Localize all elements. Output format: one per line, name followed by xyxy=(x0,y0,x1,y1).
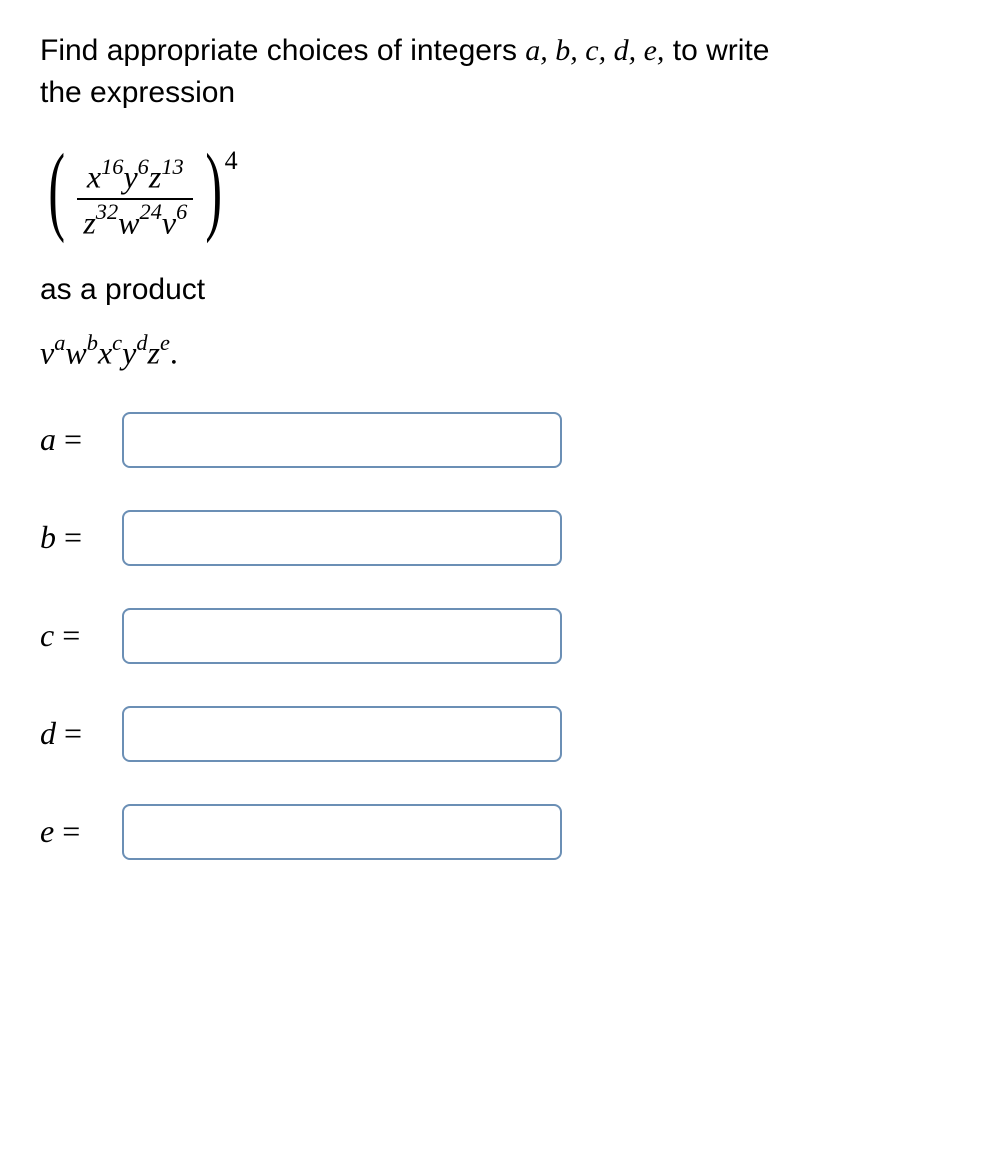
label-d-eq: = xyxy=(64,715,82,752)
label-a-var: a xyxy=(40,421,56,458)
answer-label-b: b = xyxy=(40,519,110,556)
question-text: Find appropriate choices of integers a, … xyxy=(40,30,955,114)
prod-z-base: z xyxy=(148,335,160,371)
answer-label-d: d = xyxy=(40,715,110,752)
label-e-var: e xyxy=(40,813,54,850)
label-e-eq: = xyxy=(62,813,80,850)
den-w-exp: 24 xyxy=(140,199,162,224)
question-line2: the expression xyxy=(40,76,235,109)
prod-y-base: y xyxy=(122,335,136,371)
num-z-base: z xyxy=(149,159,161,195)
den-z-base: z xyxy=(83,204,95,240)
answer-input-c[interactable] xyxy=(122,608,562,664)
question-suffix: to write xyxy=(664,34,769,67)
product-expression: vawbxcydze. xyxy=(40,332,955,372)
answer-row-b: b = xyxy=(40,510,955,566)
answer-label-a: a = xyxy=(40,421,110,458)
den-w-base: w xyxy=(118,204,139,240)
middle-text: as a product xyxy=(40,273,955,307)
label-a-eq: = xyxy=(64,421,82,458)
prod-z-exp: e xyxy=(160,330,170,355)
prod-w-base: w xyxy=(65,335,86,371)
prod-x-base: x xyxy=(98,335,112,371)
answer-label-c: c = xyxy=(40,617,110,654)
num-x-exp: 16 xyxy=(101,154,123,179)
answer-label-e: e = xyxy=(40,813,110,850)
answer-row-e: e = xyxy=(40,804,955,860)
outer-exponent: 4 xyxy=(225,146,238,176)
prod-w-exp: b xyxy=(87,330,98,355)
den-v-exp: 6 xyxy=(176,199,187,224)
prod-v-exp: a xyxy=(54,330,65,355)
den-v-base: v xyxy=(162,204,176,240)
answer-input-e[interactable] xyxy=(122,804,562,860)
prod-y-exp: d xyxy=(136,330,147,355)
fraction: x16y6z13 z32w24v6 xyxy=(77,154,193,243)
num-z-exp: 13 xyxy=(161,154,183,179)
answer-row-a: a = xyxy=(40,412,955,468)
answer-input-d[interactable] xyxy=(122,706,562,762)
question-vars: a, b, c, d, e, xyxy=(525,34,664,67)
question-prefix: Find appropriate choices of integers xyxy=(40,34,525,67)
prod-x-exp: c xyxy=(112,330,122,355)
prod-v-base: v xyxy=(40,335,54,371)
answer-row-c: c = xyxy=(40,608,955,664)
numerator: x16y6z13 xyxy=(81,154,190,198)
label-b-eq: = xyxy=(64,519,82,556)
prod-period: . xyxy=(170,335,178,371)
num-y-exp: 6 xyxy=(138,154,149,179)
answer-row-d: d = xyxy=(40,706,955,762)
label-b-var: b xyxy=(40,519,56,556)
answer-input-b[interactable] xyxy=(122,510,562,566)
label-c-var: c xyxy=(40,617,54,654)
label-c-eq: = xyxy=(62,617,80,654)
right-paren: ) xyxy=(206,144,223,234)
num-y-base: y xyxy=(123,159,137,195)
answer-input-a[interactable] xyxy=(122,412,562,468)
left-paren: ( xyxy=(48,144,65,234)
num-x-base: x xyxy=(87,159,101,195)
label-d-var: d xyxy=(40,715,56,752)
denominator: z32w24v6 xyxy=(77,200,193,244)
fraction-expression: ( x16y6z13 z32w24v6 ) 4 xyxy=(40,144,955,243)
den-z-exp: 32 xyxy=(96,199,118,224)
